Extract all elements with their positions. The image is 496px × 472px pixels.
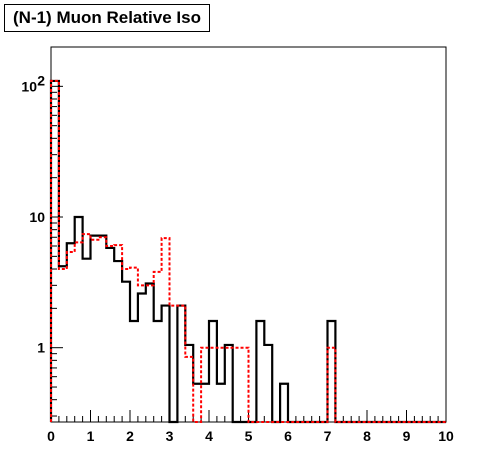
y-tick-label: 10 [29,209,45,225]
plot-frame [50,46,447,423]
histogram-series-2 [50,79,446,423]
x-tick-label: 4 [205,428,213,444]
x-tick-label: 1 [87,428,95,444]
x-tick-label: 8 [363,428,371,444]
series-layer [49,79,446,424]
x-tick-label: 9 [403,428,411,444]
chart-title: (N-1) Muon Relative Iso [4,4,210,32]
y-tick-label: 10 [21,78,37,94]
x-tick-label: 10 [438,428,454,444]
x-tick-label: 2 [126,428,134,444]
x-tick-label: 7 [324,428,332,444]
y-tick-exponent: 2 [37,72,45,88]
x-tick-label: 5 [245,428,253,444]
x-tick-label: 3 [166,428,174,444]
x-tick-label: 0 [47,428,55,444]
x-tick-label: 6 [284,428,292,444]
y-tick-label: 1 [37,340,45,356]
